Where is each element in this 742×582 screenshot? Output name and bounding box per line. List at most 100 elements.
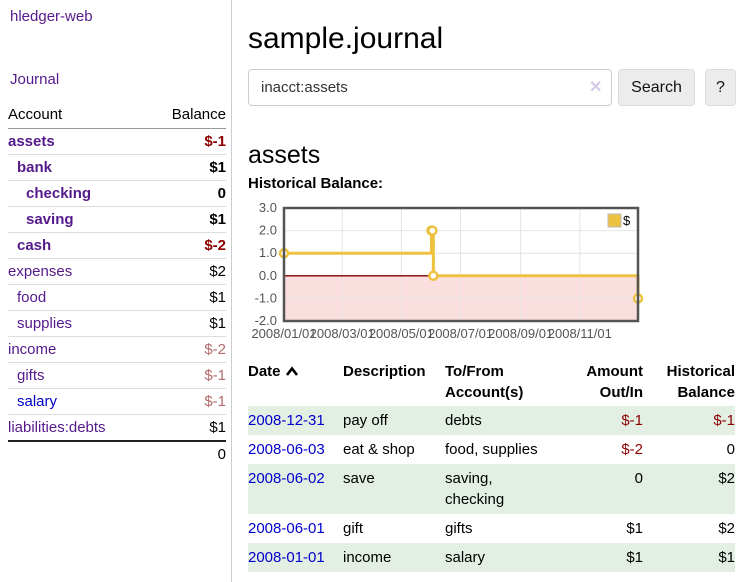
transaction-accounts: gifts (445, 520, 473, 537)
account-row: gifts $-1 (8, 362, 226, 389)
x-tick-label: 2008/03/01 (310, 326, 375, 338)
account-row: liabilities:debts $1 (8, 414, 226, 441)
transaction-description: pay off (343, 412, 388, 429)
transaction-amount: $1 (626, 549, 643, 566)
accounts-header-account: Account (8, 102, 149, 129)
y-tick-label: -2.0 (255, 313, 277, 328)
account-row: supplies $1 (8, 310, 226, 337)
search-button[interactable]: Search (618, 69, 695, 106)
account-link[interactable]: saving (26, 211, 74, 228)
sidebar-item-journal[interactable]: Journal (10, 71, 60, 88)
chart-label: Historical Balance: (248, 175, 384, 192)
transaction-amount: $-1 (621, 412, 643, 429)
x-tick-label: 2008/05/01 (369, 326, 434, 338)
account-link[interactable]: gifts (17, 367, 45, 384)
txn-header-date-label: Date (248, 363, 281, 380)
account-row: expenses $2 (8, 258, 226, 285)
x-tick-label: 2008/09/01 (488, 326, 553, 338)
legend-swatch (607, 213, 622, 228)
y-tick-label: 2.0 (259, 223, 277, 238)
account-balance: $1 (148, 310, 226, 337)
clear-search-icon[interactable]: ✕ (589, 79, 603, 96)
transaction-date-link[interactable]: 2008-12-31 (248, 412, 325, 429)
account-balance: $-1 (204, 133, 226, 150)
page-title: sample.journal (248, 22, 444, 56)
transaction-row: 2008-06-02 save saving, checking 0 $2 (248, 464, 735, 514)
account-row: income $-2 (8, 336, 226, 363)
y-tick-label: -1.0 (255, 290, 277, 305)
account-row: salary $-1 (8, 388, 226, 415)
account-balance: $1 (148, 154, 226, 181)
txn-header-date[interactable]: Date (248, 358, 343, 406)
account-link[interactable]: liabilities:debts (8, 419, 106, 436)
x-tick-label: 2008/11/01 (548, 326, 612, 338)
transaction-description: eat & shop (343, 441, 415, 458)
transaction-amount: 0 (634, 470, 643, 487)
search-input[interactable] (248, 69, 612, 106)
help-button[interactable]: ? (705, 69, 736, 106)
account-link[interactable]: checking (26, 185, 92, 202)
x-tick-label: 2008/01/01 (251, 326, 316, 338)
account-row: checking 0 (8, 180, 226, 207)
account-balance: $1 (148, 414, 226, 441)
txn-header-accounts: To/From Account(s) (445, 363, 524, 401)
transaction-accounts: debts (445, 412, 482, 429)
transaction-accounts: food, supplies (445, 441, 538, 458)
y-tick-label: 1.0 (259, 245, 277, 260)
transaction-amount: $-2 (621, 441, 643, 458)
transaction-balance: 0 (726, 441, 735, 458)
accounts-header-balance: Balance (148, 102, 226, 129)
account-balance: $1 (148, 206, 226, 233)
transaction-description: save (343, 470, 375, 487)
transaction-description: gift (343, 520, 364, 537)
transaction-date-link[interactable]: 2008-06-03 (248, 441, 325, 458)
account-row: cash $-2 (8, 232, 226, 259)
app-title-link[interactable]: hledger-web (10, 8, 93, 25)
account-heading: assets (248, 140, 321, 169)
account-link[interactable]: cash (17, 237, 52, 254)
y-tick-label: 0.0 (259, 268, 277, 283)
account-link[interactable]: income (8, 341, 57, 358)
accounts-total-value: 0 (148, 440, 226, 467)
transaction-row: 2008-01-01 income salary $1 $1 (248, 543, 735, 572)
account-link[interactable]: food (17, 289, 47, 306)
transaction-row: 2008-06-03 eat & shop food, supplies $-2 0 (248, 435, 735, 464)
accounts-table: Account Balance assets $-1 bank $1 checking 0… (8, 102, 226, 467)
account-balance: $2 (148, 258, 226, 285)
transaction-balance: $2 (718, 470, 735, 487)
txn-header-description: Description (343, 363, 426, 380)
account-row: food $1 (8, 284, 226, 311)
account-link[interactable]: assets (8, 133, 55, 150)
data-point (428, 270, 439, 282)
transaction-accounts: saving, checking (445, 470, 505, 508)
txn-header-balance: Historical Balance (666, 363, 735, 401)
sidebar: hledger-web Journal Account Balance asse… (0, 0, 232, 582)
x-tick-label: 2008/07/01 (428, 326, 493, 338)
account-balance: $-1 (148, 362, 226, 389)
account-row: assets $-1 (8, 129, 226, 155)
transaction-date-link[interactable]: 2008-06-01 (248, 520, 325, 537)
account-balance: 0 (148, 180, 226, 207)
transaction-balance: $-1 (713, 412, 735, 429)
accounts-total-row: 0 (8, 440, 226, 467)
account-link[interactable]: bank (17, 159, 53, 176)
account-link[interactable]: expenses (8, 263, 73, 280)
account-balance: $-2 (148, 336, 226, 363)
transaction-row: 2008-12-31 pay off debts $-1 $-1 (248, 406, 735, 435)
transaction-date-link[interactable]: 2008-06-02 (248, 470, 325, 487)
account-balance: $1 (148, 284, 226, 311)
plot-border (282, 206, 640, 323)
transaction-row: 2008-06-01 gift gifts $1 $2 (248, 514, 735, 543)
txn-header-amount: Amount Out/In (586, 363, 643, 401)
transaction-date-link[interactable]: 2008-01-01 (248, 549, 325, 566)
y-tick-label: 3.0 (259, 200, 277, 215)
account-link[interactable]: supplies (17, 315, 73, 332)
account-link[interactable]: salary (17, 393, 58, 410)
data-point (427, 225, 438, 236)
transaction-balance: $2 (718, 520, 735, 537)
transaction-amount: $1 (626, 520, 643, 537)
account-row: saving $1 (8, 206, 226, 233)
account-balance: $-1 (148, 388, 226, 415)
transaction-description: income (343, 549, 392, 566)
legend-label: $ (623, 213, 631, 228)
